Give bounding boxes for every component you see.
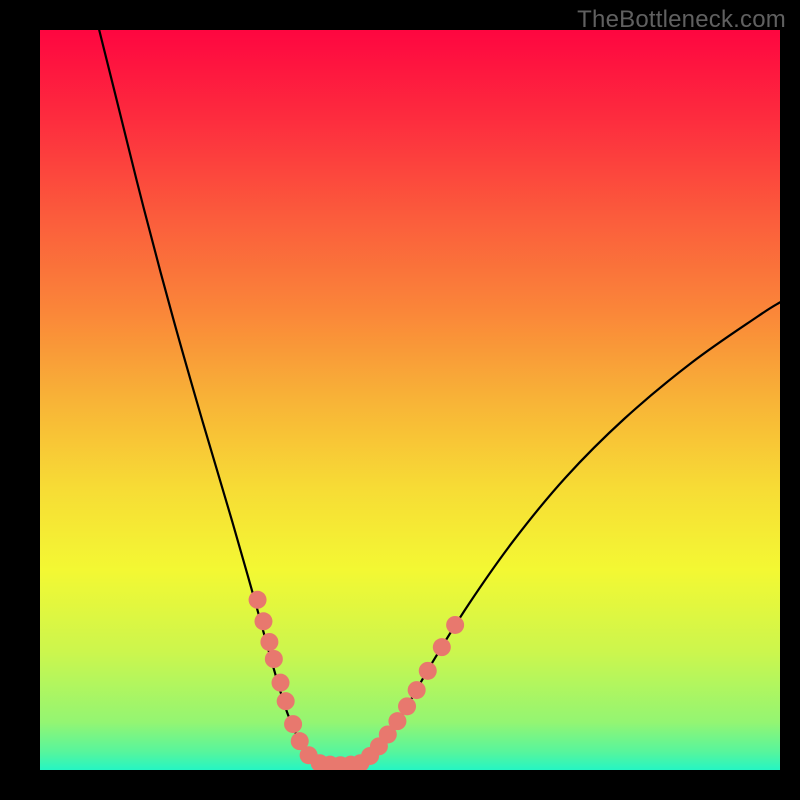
- overlay-dot: [419, 662, 437, 680]
- overlay-dot: [398, 697, 416, 715]
- overlay-dot: [260, 633, 278, 651]
- chart-svg: [40, 30, 780, 770]
- overlay-dot: [277, 692, 295, 710]
- overlay-dot: [446, 616, 464, 634]
- overlay-dot: [388, 712, 406, 730]
- overlay-dot: [433, 638, 451, 656]
- overlay-dot: [408, 681, 426, 699]
- overlay-dot: [265, 650, 283, 668]
- watermark-text: TheBottleneck.com: [577, 6, 786, 34]
- overlay-dot: [272, 674, 290, 692]
- overlay-dot: [284, 715, 302, 733]
- overlay-dot: [249, 591, 267, 609]
- plot-area: [40, 30, 780, 770]
- gradient-bg: [40, 30, 780, 770]
- overlay-dot: [254, 612, 272, 630]
